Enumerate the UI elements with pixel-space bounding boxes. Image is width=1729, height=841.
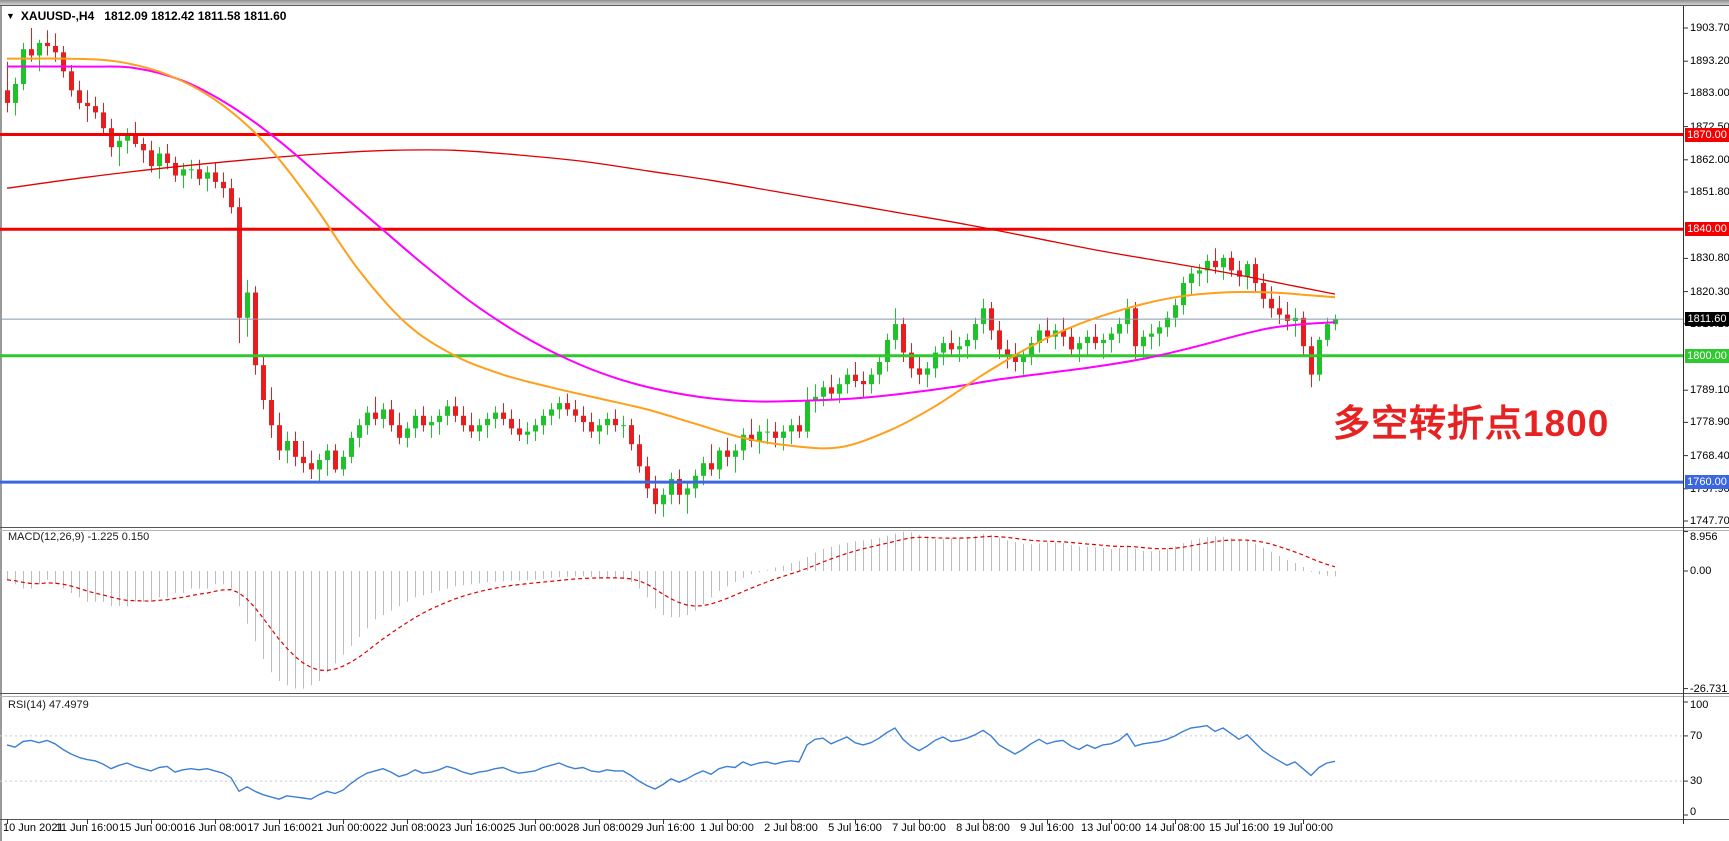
time-axis-label: 7 Jul 00:00 — [892, 822, 946, 834]
macd-axis-label: 0.00 — [1690, 565, 1712, 577]
time-axis-label: 19 Jul 00:00 — [1273, 822, 1333, 834]
symbol-period-label: XAUUSD-,H4 — [20, 9, 95, 23]
ma-orange-line — [6, 57, 1336, 450]
time-axis-label: 15 Jul 16:00 — [1209, 822, 1269, 834]
symbol-dropdown-icon[interactable]: ▼ — [6, 11, 15, 21]
price-tick-label: 1903.70 — [1690, 22, 1729, 34]
time-axis-label: 14 Jul 08:00 — [1145, 822, 1205, 834]
candlesticks — [5, 28, 1338, 517]
rsi-line — [6, 725, 1336, 800]
price-tick-label: 1778.90 — [1690, 416, 1729, 429]
time-axis-label: 1 Jul 00:00 — [700, 822, 754, 834]
time-axis-label: 15 Jun 00:00 — [119, 822, 183, 834]
time-axis-label: 11 Jun 16:00 — [55, 822, 119, 834]
macd-indicator-label: MACD(12,26,9) -1.225 0.150 — [8, 531, 150, 543]
price-tick-label: 1883.00 — [1690, 87, 1729, 100]
horizontal-level-lines — [0, 133, 1683, 484]
price-level-badge: 1840.00 — [1685, 222, 1729, 237]
time-axis-label: 28 Jun 08:00 — [567, 822, 631, 834]
ohlc-quote-label: 1812.09 1812.42 1811.58 1811.60 — [104, 9, 287, 23]
rsi-axis-label: 30 — [1690, 775, 1703, 788]
price-tick-label: 1768.40 — [1690, 449, 1729, 462]
rsi-axis-label: 70 — [1690, 729, 1703, 742]
time-axis-label: 16 Jun 08:00 — [183, 822, 247, 834]
price-level-badge: 1800.00 — [1685, 348, 1729, 363]
time-axis-label: 13 Jul 00:00 — [1081, 822, 1141, 834]
price-tick-label: 1830.80 — [1690, 252, 1729, 265]
macd-axis-label: 8.956 — [1690, 531, 1718, 543]
annotation-text: 多空转折点1800 — [1333, 403, 1610, 444]
window-left-border — [0, 6, 2, 841]
rsi-indicator-label: RSI(14) 47.4979 — [8, 699, 89, 711]
ma-magenta-line — [6, 65, 1336, 403]
price-tick-label: 1893.20 — [1690, 55, 1729, 68]
ma-red-line — [6, 149, 1336, 295]
price-level-badge: 1870.00 — [1685, 127, 1729, 142]
price-tick-label: 1747.70 — [1690, 515, 1729, 527]
macd-histogram — [7, 531, 1336, 689]
time-axis-label: 9 Jul 16:00 — [1020, 822, 1074, 834]
price-tick-label: 1851.80 — [1690, 186, 1729, 199]
rsi-axis-label: 100 — [1690, 699, 1709, 711]
chart-title: ▼ XAUUSD-,H4 1812.09 1812.42 1811.58 1811.… — [6, 9, 286, 23]
time-axis-label: 22 Jun 08:00 — [375, 822, 439, 834]
macd-signal-line — [6, 535, 1336, 672]
macd-axis-label: -26.731 — [1690, 682, 1728, 695]
time-axis-label: 23 Jun 16:00 — [439, 822, 503, 834]
price-tick-label: 1789.10 — [1690, 384, 1729, 397]
window-top-border — [0, 0, 1729, 6]
price-tick-label: 1820.30 — [1690, 285, 1729, 298]
time-axis-label: 8 Jul 08:00 — [956, 822, 1010, 834]
time-axis-label: 10 Jun 2021 — [3, 822, 64, 834]
price-level-badge: 1811.60 — [1685, 312, 1729, 327]
price-level-badge: 1760.00 — [1685, 475, 1729, 490]
time-axis-label: 2 Jul 08:00 — [764, 822, 818, 834]
time-axis-label: 5 Jul 16:00 — [828, 822, 882, 834]
time-axis-label: 17 Jun 16:00 — [247, 822, 311, 834]
time-axis-label: 29 Jun 16:00 — [631, 822, 695, 834]
rsi-axis-label: 0 — [1690, 806, 1697, 818]
time-axis-label: 25 Jun 00:00 — [503, 822, 567, 834]
time-axis-label: 21 Jun 00:00 — [311, 822, 375, 834]
chart-frame — [0, 6, 1729, 824]
price-tick-label: 1862.00 — [1690, 153, 1729, 166]
rsi-levels — [0, 735, 1683, 782]
